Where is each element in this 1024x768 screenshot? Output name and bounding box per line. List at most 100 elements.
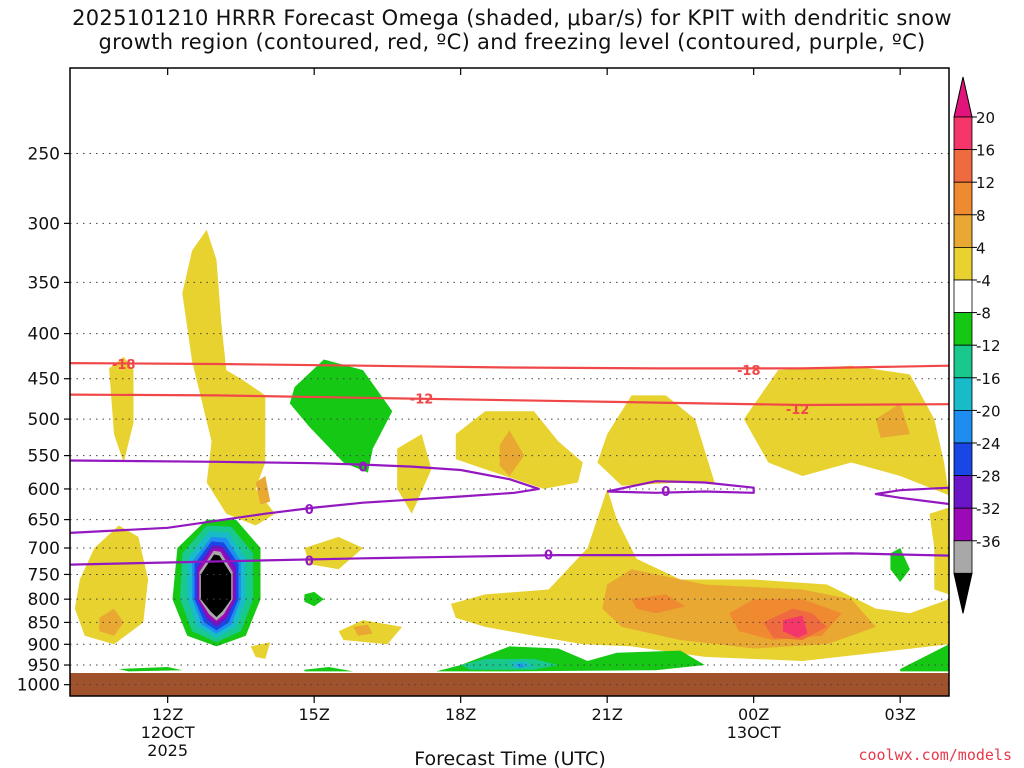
y-tick-label-400: 400 [28, 325, 60, 345]
colorbar-label--28: -28 [976, 468, 1001, 486]
colorbar-swatch [953, 377, 973, 411]
red-dgz-contour-label: -12 [786, 403, 810, 418]
y-tick-label-250: 250 [28, 144, 60, 164]
colorbar-swatch [953, 116, 973, 150]
y-tick-label-600: 600 [28, 480, 60, 500]
y-tick-label-650: 650 [28, 511, 60, 531]
ground-surface [70, 673, 949, 696]
omega-region-8 [99, 608, 124, 636]
freezing-level-contour-3 [874, 486, 950, 506]
y-tick-label-500: 500 [28, 410, 60, 430]
y-tick-label-450: 450 [28, 370, 60, 390]
colorbar-swatch [953, 149, 973, 183]
omega-region-4 [182, 229, 276, 526]
x-tick-date-label: 13OCT [727, 723, 781, 742]
colorbar-swatch [953, 214, 973, 248]
red-dgz-contour-1 [69, 393, 950, 407]
x-tick-date-label: 12OCT [141, 723, 195, 742]
colorbar-label--8: -8 [976, 305, 991, 323]
colorbar-swatch [953, 181, 973, 216]
omega-region--8 [460, 658, 559, 670]
x-tick-label-18Z: 18Z [445, 705, 476, 724]
y-tick-label-900: 900 [28, 635, 60, 655]
colorbar-label-4: 4 [976, 239, 986, 257]
x-tick-label-12Z: 12Z [152, 705, 183, 724]
x-tick-label-03Z: 03Z [885, 705, 916, 724]
omega-region--4 [890, 548, 910, 582]
chart-title-line-2: growth region (contoured, red, ºC) and f… [98, 30, 926, 54]
omega-region--16 [516, 663, 525, 668]
freezing-level-contour-label: 0 [661, 485, 670, 500]
colorbar-label--4: -4 [976, 272, 991, 290]
colorbar-label--24: -24 [976, 435, 1001, 453]
y-tick-label-1000: 1000 [17, 676, 60, 696]
omega-region-8 [255, 476, 271, 505]
omega-region-4 [397, 434, 432, 514]
chart-title-line-1: 2025101210 HRRR Forecast Omega (shaded, … [72, 6, 952, 30]
y-tick-label-350: 350 [28, 273, 60, 293]
omega-region-4 [929, 507, 949, 595]
colorbar-swatch [953, 442, 973, 476]
omega-region--4 [289, 359, 393, 473]
y-axis: 2503003504004505005506006507007508008509… [17, 144, 70, 696]
colorbar-label--12: -12 [976, 337, 1001, 355]
colorbar-label-16: 16 [976, 142, 995, 160]
freezing-level-contour-label: 0 [305, 503, 314, 518]
y-tick-label-750: 750 [28, 565, 60, 585]
colorbar-label-8: 8 [976, 207, 986, 225]
colorbar-label--32: -32 [976, 500, 1001, 518]
colorbar-swatch [953, 246, 973, 281]
omega-region--4 [304, 591, 324, 607]
colorbar-swatch [953, 344, 973, 379]
omega-region-4 [74, 525, 149, 645]
plot-frame [69, 67, 950, 697]
omega-region-8 [499, 430, 525, 476]
credit-text: coolwx.com/models [858, 746, 1012, 764]
x-tick-year-label: 2025 [147, 741, 188, 760]
colorbar-swatch [953, 409, 973, 444]
omega-region-4 [304, 536, 363, 570]
colorbar-swatch [953, 312, 973, 346]
contour-layer: -18 -18 -12 -12 0 0 0 0 0 [69, 358, 950, 569]
freezing-level-contour-2 [606, 480, 755, 494]
omega-region--36 [200, 554, 232, 617]
freezing-level-contour-label: 0 [358, 461, 367, 476]
omega-shading-layer [70, 68, 949, 696]
x-axis-title: Forecast Time (UTC) [414, 748, 605, 768]
x-tick-label-21Z: 21Z [592, 705, 623, 724]
omega-region-20 [783, 615, 808, 638]
y-tick-label-700: 700 [28, 539, 60, 559]
colorbar-swatch [953, 279, 973, 313]
colorbar-swatch [953, 540, 973, 574]
red-dgz-contour-0 [69, 362, 950, 370]
colorbar-label--16: -16 [976, 370, 1001, 388]
y-tick-label-850: 850 [28, 613, 60, 633]
omega-region--4 [118, 667, 183, 672]
freezing-level-contour-1 [69, 552, 950, 566]
omega-region-4 [250, 642, 271, 659]
omega-region-12 [631, 594, 686, 614]
omega-region--4 [900, 644, 949, 672]
y-tick-label-300: 300 [28, 214, 60, 234]
y-tick-label-550: 550 [28, 447, 60, 467]
colorbar-label--36: -36 [976, 533, 1001, 551]
omega-region--4 [304, 667, 354, 672]
freezing-level-contour-0 [69, 459, 540, 534]
omega-region-4 [109, 356, 134, 463]
omega-region-4 [597, 395, 715, 486]
colorbar-swatch [953, 475, 973, 509]
colorbar-top-arrow [953, 76, 973, 118]
y-tick-label-950: 950 [28, 656, 60, 676]
red-dgz-contour-label: -18 [737, 364, 761, 379]
x-tick-label-00Z: 00Z [738, 705, 769, 724]
omega-colorbar: 20 16 12 8 4 -4 -8 -12 -16 -20 -24 -28 -32 -36 [953, 76, 1001, 614]
omega-region-8 [875, 403, 910, 438]
colorbar-bottom-arrow [953, 572, 973, 614]
colorbar-label-12: 12 [976, 174, 995, 192]
freezing-level-contour-label: 0 [544, 549, 553, 564]
freezing-level-contour-label: 0 [305, 554, 314, 569]
colorbar-label--20: -20 [976, 402, 1001, 420]
red-dgz-contour-label: -12 [410, 393, 434, 408]
